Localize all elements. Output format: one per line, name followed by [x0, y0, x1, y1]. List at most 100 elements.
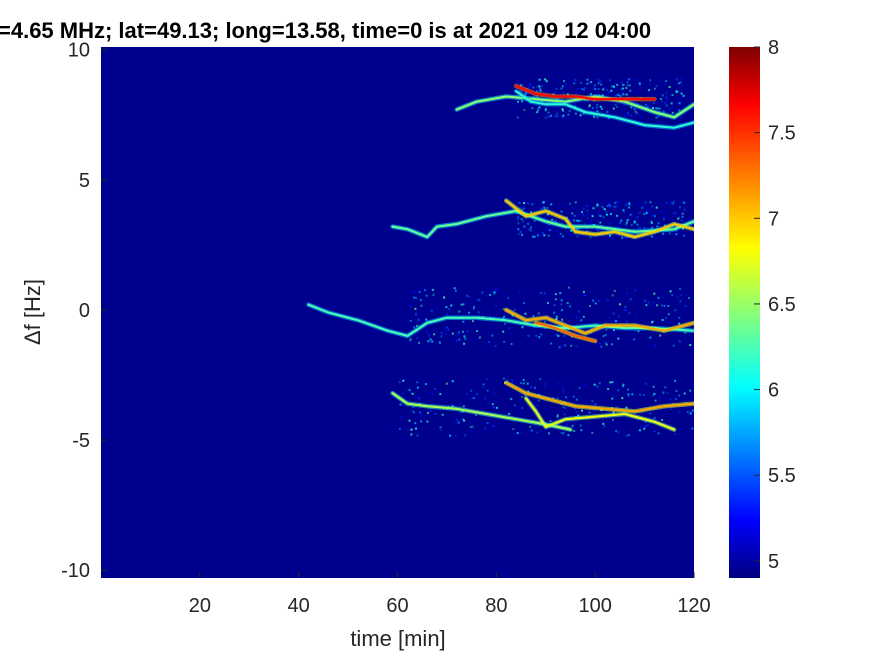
noise-dot: [651, 213, 654, 216]
noise-dot: [609, 234, 612, 237]
noise-dot: [609, 213, 612, 216]
noise-dot: [648, 89, 651, 92]
noise-dot: [471, 425, 474, 428]
noise-dot: [562, 390, 565, 393]
noise-dot: [626, 84, 629, 87]
noise-dot: [683, 208, 686, 211]
noise-dot: [510, 343, 513, 345]
noise-dot: [495, 288, 498, 291]
noise-dot: [656, 225, 659, 228]
noise-dot: [519, 207, 522, 210]
noise-dot: [560, 431, 563, 434]
noise-dot: [416, 324, 419, 327]
noise-dot: [678, 340, 681, 343]
noise-dot: [447, 328, 450, 331]
noise-dot: [562, 92, 565, 94]
noise-dot: [678, 206, 681, 209]
noise-dot: [548, 229, 551, 232]
noise-dot: [570, 219, 573, 222]
noise-dot: [560, 115, 563, 118]
noise-dot: [520, 218, 523, 221]
noise-dot: [631, 393, 634, 396]
noise-dot: [616, 83, 619, 86]
noise-dot: [612, 411, 615, 414]
noise-dot: [624, 308, 627, 311]
noise-dot: [538, 78, 541, 81]
noise-dot: [680, 294, 683, 297]
noise-dot: [470, 389, 473, 392]
noise-dot: [568, 217, 571, 220]
noise-dot: [626, 81, 629, 84]
noise-dot: [420, 420, 423, 423]
noise-dot: [592, 207, 595, 210]
noise-dot: [613, 205, 616, 208]
noise-dot: [678, 316, 681, 319]
noise-dot: [649, 105, 652, 108]
noise-dot: [589, 221, 592, 224]
noise-dot: [521, 326, 524, 329]
noise-dot: [517, 216, 520, 219]
noise-dot: [521, 220, 524, 223]
noise-dot: [464, 434, 467, 437]
noise-dot: [477, 338, 480, 341]
noise-dot: [606, 299, 609, 302]
noise-dot: [561, 309, 564, 312]
noise-dot: [462, 418, 465, 421]
noise-dot: [651, 320, 654, 323]
noise-dot: [598, 211, 601, 214]
noise-dot: [445, 326, 448, 329]
noise-dot: [556, 217, 559, 220]
noise-dot: [645, 227, 648, 230]
noise-dot: [586, 99, 589, 102]
noise-dot: [635, 289, 638, 292]
noise-dot: [508, 327, 511, 330]
noise-dot: [521, 407, 524, 410]
noise-dot: [613, 206, 616, 208]
noise-dot: [518, 410, 521, 413]
noise-dot: [674, 433, 676, 435]
noise-dot: [627, 300, 630, 303]
noise-dot: [476, 330, 479, 333]
noise-dot: [562, 388, 565, 391]
noise-dot: [565, 117, 568, 120]
noise-dot: [573, 430, 576, 432]
noise-dot: [583, 88, 585, 91]
noise-dot: [571, 212, 574, 215]
noise-dot: [612, 329, 615, 332]
noise-dot: [520, 84, 523, 87]
noise-dot: [553, 91, 556, 94]
noise-dot: [657, 222, 660, 225]
noise-dot: [428, 334, 430, 337]
noise-dot: [536, 95, 539, 98]
noise-dot: [555, 229, 558, 232]
noise-dot: [585, 214, 587, 217]
noise-dot: [580, 319, 583, 322]
noise-dot: [667, 313, 670, 316]
noise-dot: [643, 213, 646, 216]
noise-dot: [676, 296, 679, 299]
noise-dot: [562, 432, 565, 435]
noise-dot: [537, 312, 540, 315]
noise-dot: [662, 296, 665, 298]
noise-dot: [521, 431, 524, 434]
noise-dot: [572, 219, 575, 222]
noise-dot: [528, 228, 531, 231]
noise-dot: [568, 305, 571, 308]
noise-dot: [416, 434, 419, 437]
noise-dot: [652, 304, 655, 307]
noise-dot: [449, 434, 452, 437]
noise-dot: [608, 203, 611, 206]
noise-dot: [586, 217, 589, 219]
noise-dot: [517, 100, 519, 103]
noise-dot: [625, 87, 628, 89]
noise-dot: [609, 79, 612, 82]
noise-dot: [426, 331, 429, 334]
noise-dot: [615, 430, 618, 433]
noise-dot: [454, 289, 457, 292]
noise-dot: [568, 110, 571, 113]
noise-dot: [439, 393, 442, 396]
noise-dot: [542, 201, 545, 204]
noise-dot: [614, 201, 617, 204]
noise-dot: [473, 306, 476, 309]
noise-dot: [588, 80, 591, 83]
